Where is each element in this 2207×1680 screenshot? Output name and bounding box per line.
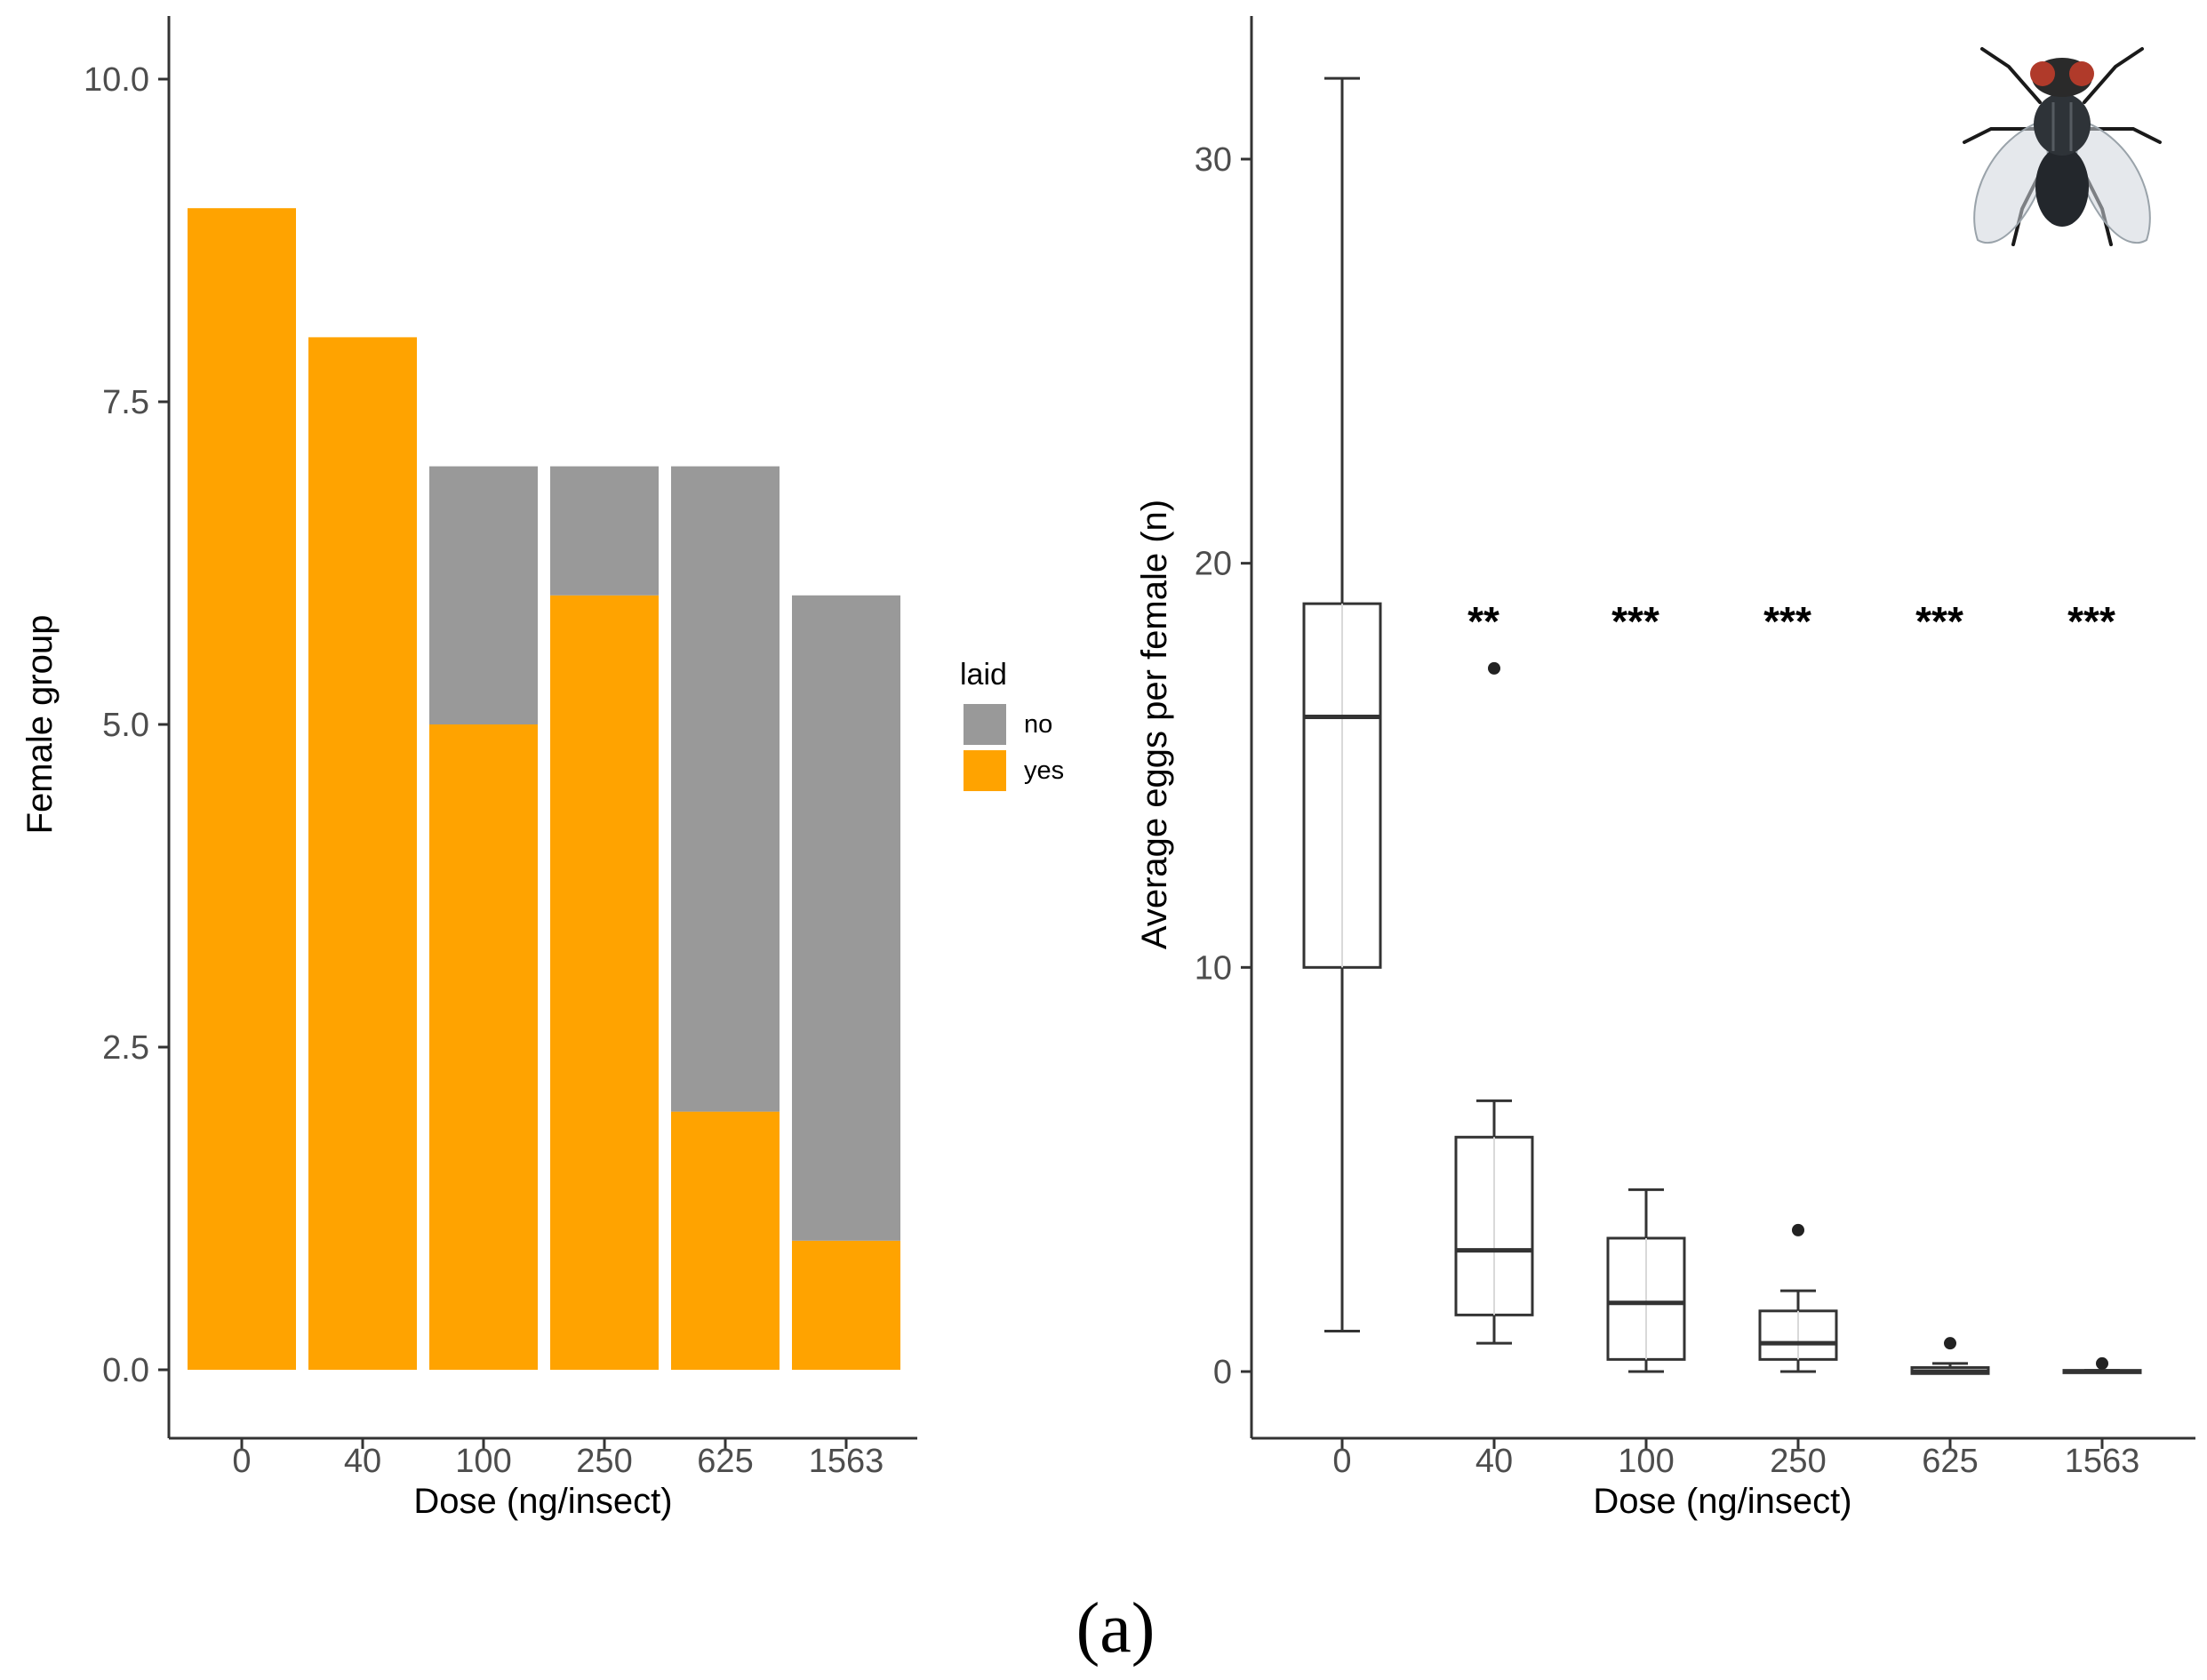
legend-title: laid — [960, 658, 1007, 692]
y-axis-title: Female group — [20, 615, 60, 835]
significance-label: *** — [1915, 598, 1963, 644]
x-tick-label: 40 — [1475, 1443, 1513, 1480]
fly-photo — [1963, 47, 2162, 246]
box-plot-chart: 0 ** 40 *** 100 *** 250 *** 625 *** 1563 0 10 20 30 Dos… — [1135, 16, 2195, 1521]
y-tick-label: 30 — [1195, 141, 1232, 179]
y-tick-label: 0.0 — [102, 1352, 149, 1389]
outlier-point-40 — [1488, 661, 1500, 675]
outlier-point-1563 — [2096, 1356, 2108, 1370]
y-tick-label: 10 — [1195, 949, 1232, 987]
bar-yes-250 — [550, 595, 659, 1370]
significance-label: *** — [1611, 598, 1659, 644]
bar-no-625 — [671, 466, 780, 1112]
x-tick-label: 250 — [1770, 1443, 1826, 1480]
x-axis-title: Dose (ng/insect) — [1593, 1482, 1851, 1521]
outlier-point-625 — [1944, 1337, 1956, 1350]
legend-label-yes: yes — [1024, 756, 1064, 785]
x-tick-label: 250 — [576, 1443, 632, 1480]
x-tick-label: 625 — [697, 1443, 753, 1480]
y-tick-label: 5.0 — [102, 707, 149, 744]
y-tick-label: 10.0 — [84, 61, 149, 99]
significance-label: ** — [1467, 598, 1499, 644]
bar-no-1563 — [792, 595, 900, 1241]
bar-no-250 — [550, 466, 659, 596]
bar-yes-100 — [429, 724, 538, 1370]
x-axis-title: Dose (ng/insect) — [413, 1482, 672, 1521]
significance-label: *** — [2067, 598, 2115, 644]
x-tick-label: 1563 — [2065, 1443, 2140, 1480]
significance-label: *** — [1763, 598, 1811, 644]
legend-key-no — [964, 704, 1006, 745]
bar-no-100 — [429, 466, 538, 724]
y-axis-title: Average eggs per female (n) — [1135, 500, 1174, 949]
y-tick-label: 20 — [1195, 546, 1232, 583]
x-tick-label: 0 — [232, 1443, 251, 1480]
outlier-point-250 — [1792, 1223, 1804, 1236]
y-tick-label: 7.5 — [102, 384, 149, 421]
x-tick-label: 100 — [455, 1443, 511, 1480]
x-tick-label: 40 — [344, 1443, 381, 1480]
y-tick-label: 2.5 — [102, 1029, 149, 1067]
x-tick-label: 625 — [1922, 1443, 1978, 1480]
x-tick-label: 100 — [1618, 1443, 1674, 1480]
bar-yes-40 — [308, 337, 417, 1370]
x-tick-label: 0 — [1332, 1443, 1351, 1480]
bar-yes-625 — [671, 1111, 780, 1370]
bar-yes-0 — [188, 208, 296, 1371]
y-tick-label: 0 — [1213, 1354, 1232, 1391]
figure-caption: (a) — [1076, 1589, 1155, 1668]
legend-key-yes — [964, 750, 1006, 791]
bar-yes-1563 — [792, 1240, 900, 1370]
stacked-bar-chart: 0 40 100 250 625 1563 0.0 2.5 5.0 7.5 10.0 Dose (ng… — [20, 16, 917, 1521]
legend-label-no: no — [1024, 710, 1052, 739]
x-tick-label: 1563 — [809, 1443, 884, 1480]
